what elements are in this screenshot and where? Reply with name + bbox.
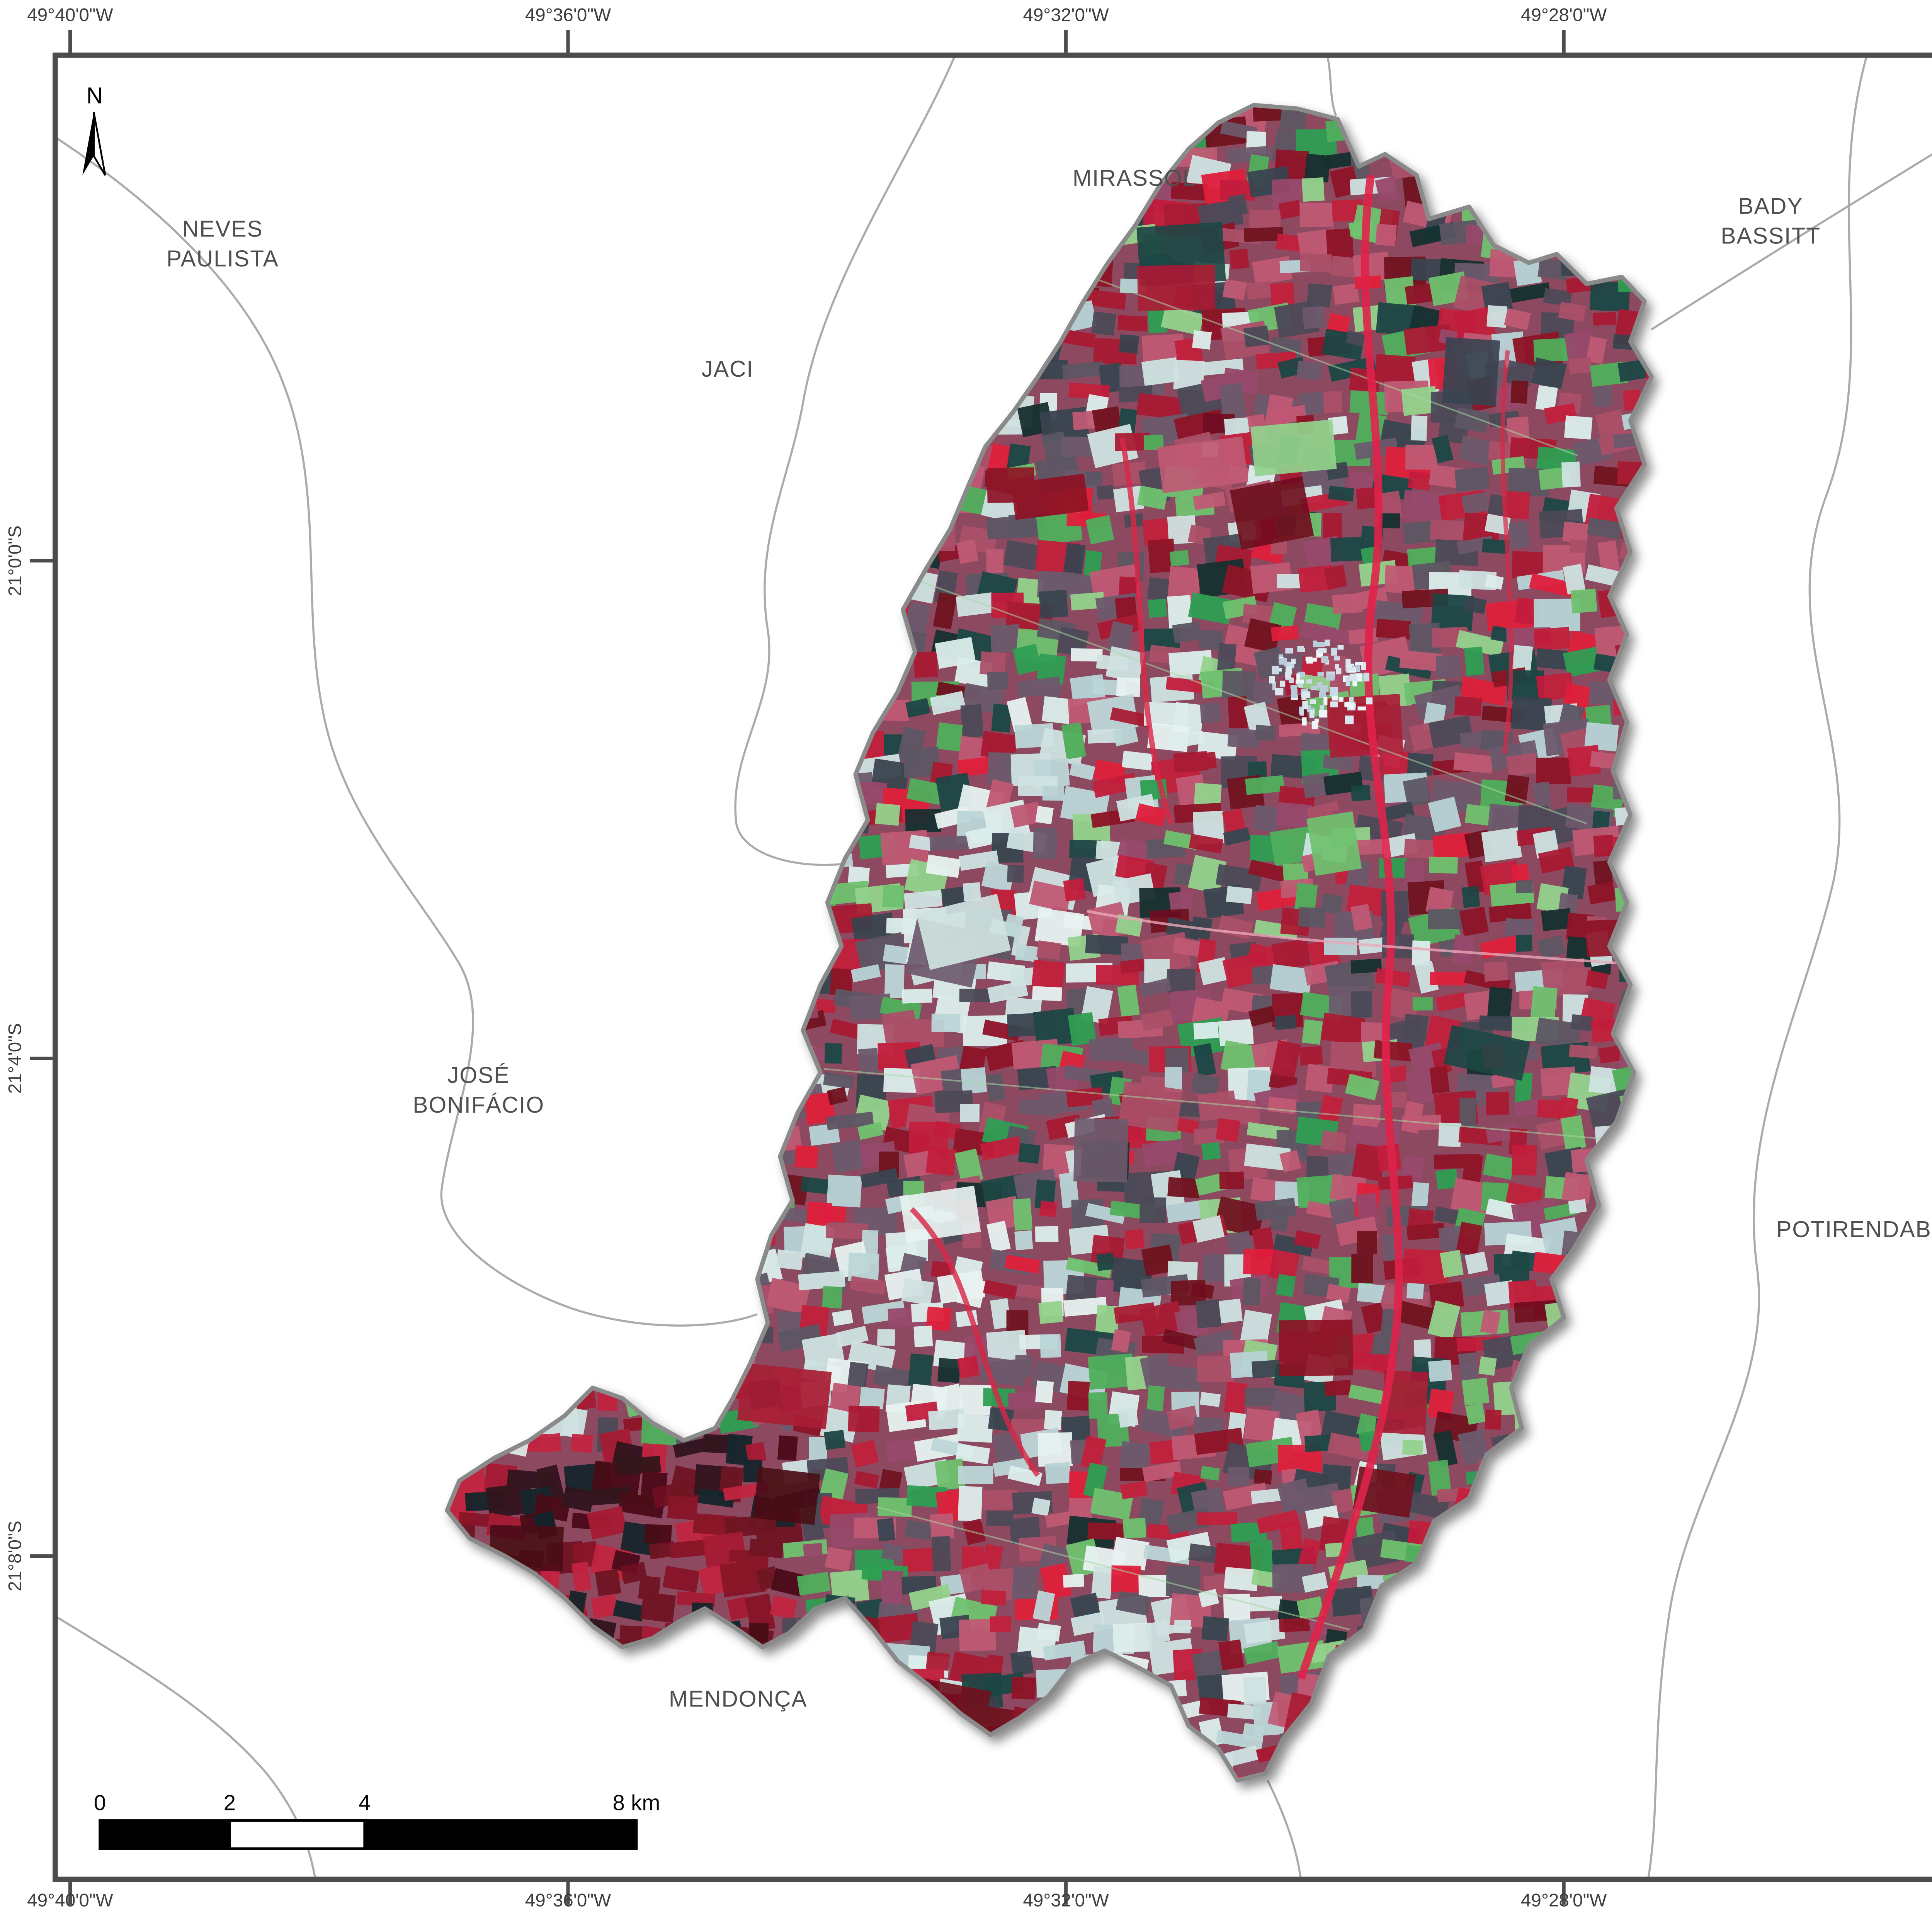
scalebar-label-0: 0 [94,1791,106,1815]
coord-top-49-36: 49°36'0"W [525,5,611,27]
coord-bottom-49-40: 49°40'0"W [27,1890,113,1912]
limite-municipal-outline [445,103,1654,1783]
coord-top-49-32: 49°32'0"W [1023,5,1109,27]
north-arrow-label: N [86,82,103,109]
coord-left-21-8: 21°8'0"S [5,1521,27,1592]
place-label-jose-bonifacio: JOSÉ BONIFÁCIO [413,1062,545,1118]
scalebar-label-8km: 8 km [612,1791,660,1815]
map-frame [53,53,1932,1882]
place-label-potirendaba: POTIRENDABA [1776,1216,1932,1242]
scalebar-label-4: 4 [358,1791,371,1815]
coord-left-21-4: 21°4'0"S [5,1023,27,1094]
place-label-mirassol: MIRASSOL [1072,165,1196,191]
place-label-mendonca: MENDONÇA [668,1686,808,1712]
graticule-ticks [30,30,1566,1905]
municipal-boundary-lines [56,56,1932,1879]
coord-left-21-0: 21°0'0"S [5,525,27,596]
scalebar-label-2: 2 [223,1791,236,1815]
place-label-neves-paulista: NEVES PAULISTA [166,215,279,272]
coord-bottom-49-32: 49°32'0"W [1023,1890,1109,1912]
coord-bottom-49-36: 49°36'0"W [525,1890,611,1912]
coord-top-49-40: 49°40'0"W [27,5,113,27]
place-label-jaci: JACI [701,355,754,382]
place-label-bady-bassitt: BADY BASSITT [1721,192,1821,249]
coord-bottom-49-28: 49°28'0"W [1520,1890,1607,1912]
scale-bar [99,1819,638,1850]
coord-top-49-28: 49°28'0"W [1520,5,1607,27]
